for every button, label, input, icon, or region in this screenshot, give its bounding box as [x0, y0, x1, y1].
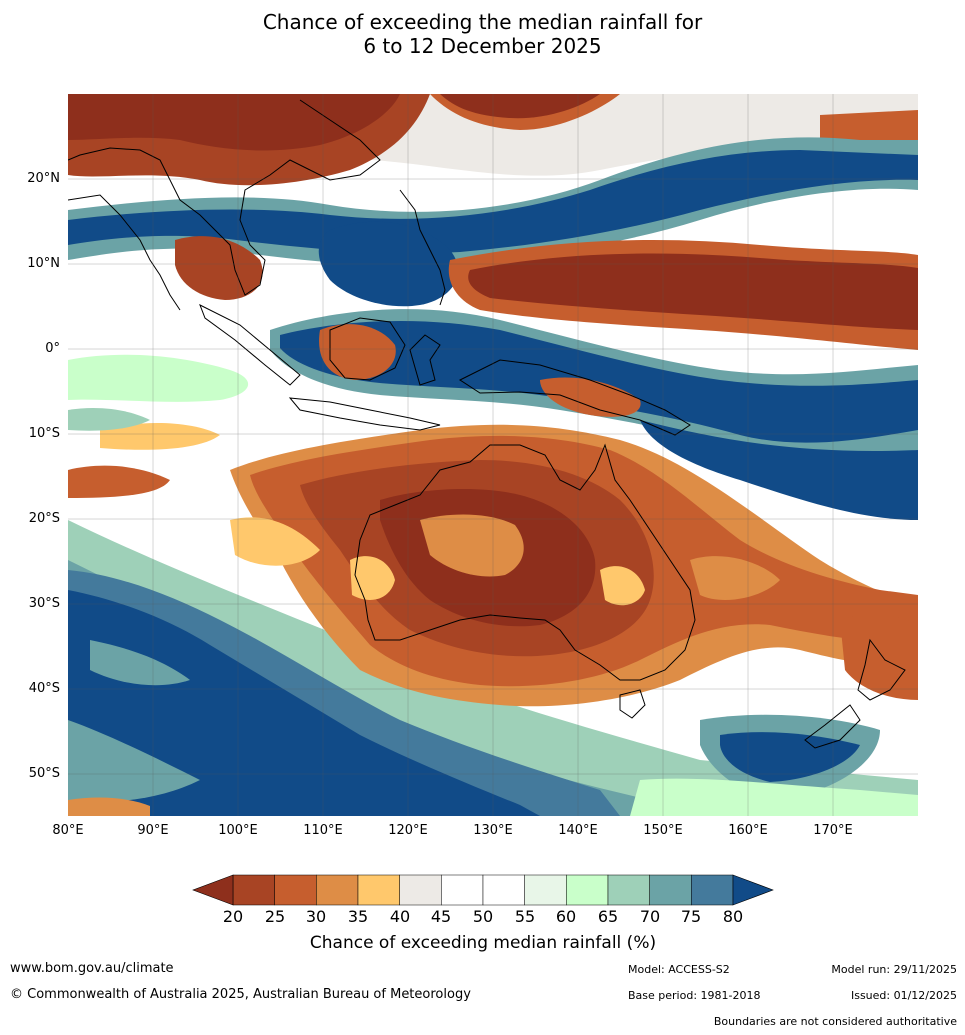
- disclaimer-text: Boundaries are not considered authoritat…: [713, 1015, 957, 1028]
- colorbar-cell: [357, 874, 400, 906]
- colorbar-cell: [274, 874, 317, 906]
- colorbar-cell: [524, 874, 567, 906]
- colorbar-tick: 60: [555, 907, 577, 926]
- colorbar-tick: 80: [722, 907, 744, 926]
- colorbar-high-arrow: [732, 874, 774, 906]
- colorbar-cell: [441, 874, 484, 906]
- colorbar-tick: 50: [472, 907, 494, 926]
- lat-label-0: 0°: [45, 341, 60, 356]
- colorbar-tick: 20: [222, 907, 244, 926]
- lon-label-90e: 90°E: [137, 823, 169, 838]
- lat-label-50s: 50°S: [28, 766, 60, 781]
- colorbar-tick: 55: [514, 907, 536, 926]
- lon-label-150e: 150°E: [643, 823, 683, 838]
- colorbar-cell: [566, 874, 609, 906]
- colorbar-cell: [482, 874, 525, 906]
- issued-date: Issued: 01/12/2025: [850, 989, 957, 1002]
- lon-label-100e: 100°E: [218, 823, 258, 838]
- colorbar-tick: 30: [305, 907, 327, 926]
- base-period: Base period: 1981-2018: [628, 989, 761, 1002]
- website-link[interactable]: www.bom.gov.au/climate: [10, 961, 174, 976]
- colorbar-low-arrow: [192, 874, 234, 906]
- lat-label-30s: 30°S: [28, 596, 60, 611]
- lat-label-40s: 40°S: [28, 681, 60, 696]
- lon-label-160e: 160°E: [728, 823, 768, 838]
- colorbar-tick: 40: [389, 907, 411, 926]
- lat-label-10n: 10°N: [27, 256, 60, 271]
- colorbar-tick: 45: [430, 907, 452, 926]
- colorbar-cell: [399, 874, 442, 906]
- colorbar-cell: [649, 874, 692, 906]
- colorbar-cell: [607, 874, 650, 906]
- lon-label-170e: 170°E: [813, 823, 853, 838]
- colorbar-tick: 25: [264, 907, 286, 926]
- colorbar-cell: [316, 874, 359, 906]
- colorbar-cell: [691, 874, 734, 906]
- lon-label-120e: 120°E: [388, 823, 428, 838]
- colorbar-tick: 35: [347, 907, 369, 926]
- lat-label-20s: 20°S: [28, 511, 60, 526]
- colorbar-tick: 65: [597, 907, 619, 926]
- map-title: Chance of exceeding the median rainfall …: [0, 10, 965, 58]
- graticule: [68, 94, 918, 816]
- lon-label-110e: 110°E: [303, 823, 343, 838]
- colorbar-cell: [232, 874, 275, 906]
- lat-label-20n: 20°N: [27, 171, 60, 186]
- model-run-date: Model run: 29/11/2025: [831, 963, 957, 976]
- lon-label-140e: 140°E: [558, 823, 598, 838]
- model-name: Model: ACCESS-S2: [628, 963, 730, 976]
- lon-label-80e: 80°E: [52, 823, 84, 838]
- colorbar: [192, 874, 774, 906]
- colorbar-tick: 70: [639, 907, 661, 926]
- map-field: [68, 94, 918, 816]
- colorbar-tick: 75: [680, 907, 702, 926]
- title-line-2: 6 to 12 December 2025: [363, 34, 602, 58]
- title-line-1: Chance of exceeding the median rainfall …: [262, 10, 703, 34]
- lat-label-10s: 10°S: [28, 426, 60, 441]
- copyright-text: © Commonwealth of Australia 2025, Austra…: [10, 987, 471, 1002]
- lon-label-130e: 130°E: [473, 823, 513, 838]
- colorbar-label: Chance of exceeding median rainfall (%): [309, 933, 657, 953]
